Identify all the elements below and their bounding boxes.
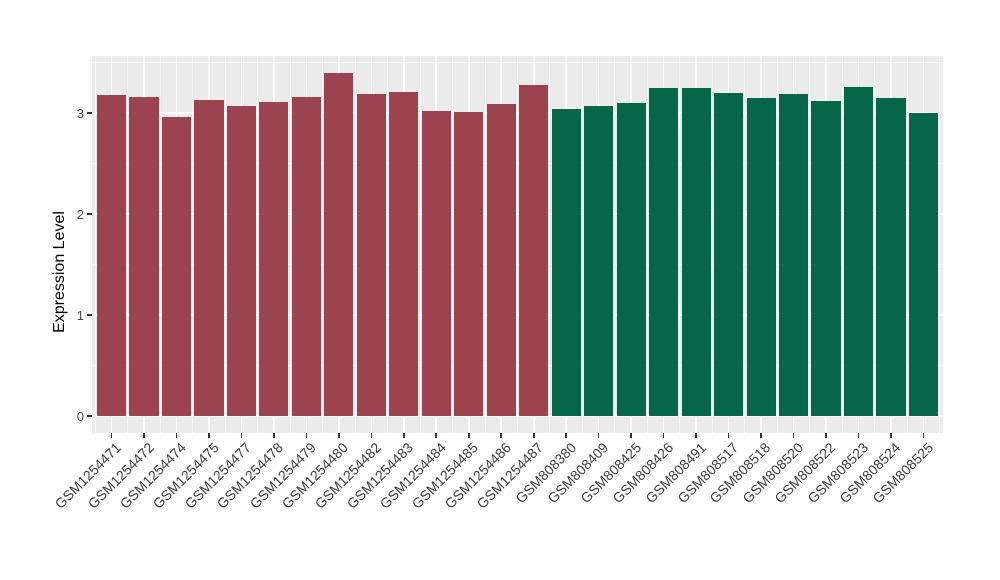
bar-GSM808409 [584,105,614,416]
x-gridline-minor [614,56,616,433]
bar-GSM1254485 [454,112,484,416]
x-tick-mark [435,433,438,438]
bar-GSM1254482 [356,93,386,416]
bar-GSM1254474 [161,117,192,416]
x-gridline-minor [549,56,551,433]
x-gridline-minor [257,56,259,433]
bar-GSM1254477 [226,105,256,416]
x-gridline-minor [452,56,454,433]
x-gridline-minor [711,56,713,433]
x-tick-mark [792,433,795,438]
x-tick-mark [890,433,892,438]
bar-GSM808425 [616,102,646,416]
x-gridline-minor [517,56,518,433]
x-gridline-minor [289,56,291,433]
x-tick-mark [305,433,308,438]
x-tick-mark [370,433,373,438]
bar-GSM808518 [746,97,776,416]
bar-GSM1254478 [259,101,289,416]
y-tick-mark [87,314,92,316]
bar-GSM1254472 [129,96,159,416]
x-tick-mark [175,433,178,438]
x-tick-mark [695,433,697,438]
x-tick-mark [467,433,470,438]
x-gridline-minor [581,56,583,433]
x-tick-mark [208,433,210,438]
y-tick-mark [87,112,92,114]
bar-GSM1254483 [389,91,419,416]
y-gridline-minor [92,62,943,63]
x-tick-mark [500,433,503,438]
x-tick-mark [825,433,827,438]
bar-GSM808522 [811,100,841,416]
y-tick-mark [87,415,92,417]
y-gridline-major [92,112,943,114]
x-gridline-minor [192,56,194,433]
y-tick-label: 0 [76,408,84,424]
bar-GSM808517 [714,92,744,416]
x-tick-mark [273,433,275,438]
bar-GSM808380 [551,108,581,416]
x-gridline-minor [354,56,356,433]
y-gridline-major [92,314,943,316]
bar-GSM808426 [649,87,679,416]
x-gridline-minor [159,56,161,433]
x-gridline-minor [387,56,389,433]
x-gridline-minor [322,56,324,433]
y-tick-mark [87,213,92,215]
x-gridline-minor [744,56,746,433]
x-gridline-minor [127,56,129,433]
x-tick-mark [143,433,145,438]
x-gridline-minor [874,56,876,433]
x-tick-mark [597,433,600,438]
x-tick-mark [240,433,243,438]
bar-GSM1254479 [291,96,321,416]
y-gridline-minor [92,163,943,164]
bar-GSM808520 [778,93,809,416]
x-gridline-minor [776,56,778,433]
x-tick-mark [662,433,665,438]
y-gridline-minor [92,264,943,265]
x-gridline-minor [94,56,96,433]
x-tick-mark [532,433,535,438]
x-tick-mark [110,433,113,438]
y-gridline-major [92,415,943,417]
bar-GSM1254486 [486,103,516,416]
x-tick-mark [922,433,925,438]
x-tick-mark [630,433,632,438]
x-gridline-minor [419,56,421,433]
x-tick-mark [338,433,340,438]
bar-GSM808524 [876,97,906,416]
y-tick-label: 3 [76,105,84,121]
y-gridline-minor [92,365,943,366]
bar-GSM1254484 [421,110,451,416]
bar-GSM1254480 [324,72,354,416]
x-gridline-minor [484,56,486,433]
x-tick-mark [727,433,730,438]
x-tick-mark [760,433,762,438]
x-gridline-minor [224,56,226,433]
x-tick-mark [565,433,567,438]
bar-GSM808523 [843,86,874,416]
x-gridline-minor [841,56,843,433]
plot-panel [92,56,943,433]
x-tick-mark [857,433,860,438]
x-gridline-minor [809,56,811,433]
bar-GSM808525 [908,113,939,416]
bar-GSM1254487 [519,84,549,416]
y-tick-label: 1 [76,307,84,323]
bar-GSM1254471 [96,94,127,416]
x-gridline-minor [939,56,941,433]
x-gridline-minor [906,56,908,433]
y-tick-label: 2 [76,206,84,222]
bar-GSM808491 [681,87,711,416]
x-gridline-minor [646,56,648,433]
y-gridline-major [92,213,943,215]
bar-GSM1254475 [194,99,224,416]
x-gridline-minor [679,56,681,433]
x-tick-mark [403,433,405,438]
